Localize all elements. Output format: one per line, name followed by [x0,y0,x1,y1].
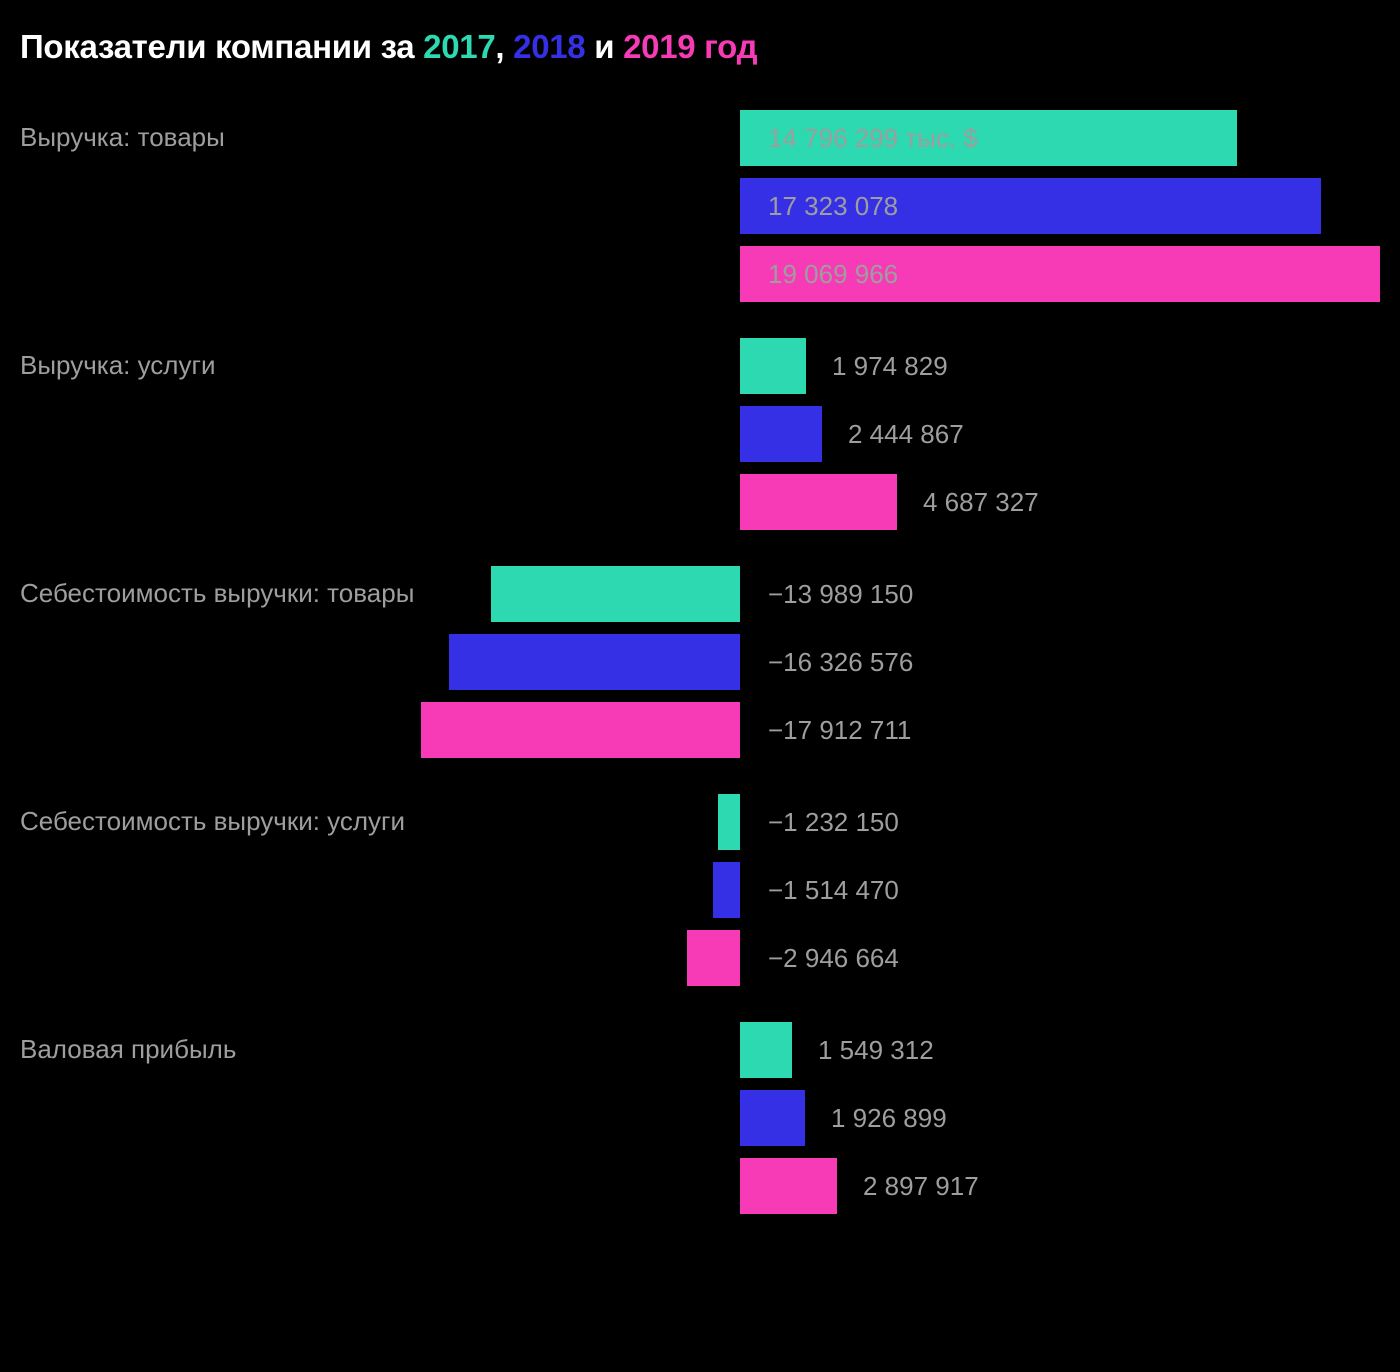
value-label: 2 897 917 [863,1171,979,1202]
right-zone: 2 444 867 [740,406,1380,462]
left-zone [20,862,740,918]
bar-chart: Выручка: товары14 796 299 тыс. $17 323 0… [20,110,1380,1214]
title-sep2: и [585,28,623,65]
right-zone: 1 974 829 [740,338,1380,394]
left-zone [20,110,740,166]
title-sep1: , [495,28,513,65]
right-zone: 1 549 312 [740,1022,1380,1078]
bar-row: 1 549 312 [20,1022,1380,1078]
right-zone: 17 323 078 [740,178,1380,234]
value-label: 17 323 078 [768,191,898,222]
metric-group: Себестоимость выручки: услуги−1 232 150−… [20,794,1380,986]
bar-row: 19 069 966 [20,246,1380,302]
bar-2018 [740,406,822,462]
right-zone: −1 514 470 [740,862,1380,918]
left-zone [20,338,740,394]
right-zone: −1 232 150 [740,794,1380,850]
bars-wrap: 14 796 299 тыс. $ 17 323 078 19 069 966 [20,110,1380,302]
value-label: 1 926 899 [831,1103,947,1134]
bar-row: 1 926 899 [20,1090,1380,1146]
right-zone: 19 069 966 [740,246,1380,302]
title-year-2018: 2018 [513,28,585,65]
bars-wrap: 1 974 829 2 444 867 4 687 327 [20,338,1380,530]
bar-2019 [421,702,740,758]
left-zone [20,794,740,850]
bar-row: −1 514 470 [20,862,1380,918]
bar-2017 [491,566,740,622]
bar-2017 [718,794,740,850]
left-zone [20,474,740,530]
bar-2017 [740,338,806,394]
value-label: −2 946 664 [768,943,899,974]
left-zone [20,406,740,462]
value-label: −17 912 711 [768,715,911,746]
bar-row: 1 974 829 [20,338,1380,394]
metric-group: Выручка: услуги1 974 8292 444 8674 687 3… [20,338,1380,530]
value-label: 2 444 867 [848,419,964,450]
bars-wrap: −13 989 150 −16 326 576 −17 912 711 [20,566,1380,758]
left-zone [20,634,740,690]
bar-2019 [687,930,740,986]
title-za: за [381,28,424,65]
value-label: −1 514 470 [768,875,899,906]
value-label: 1 549 312 [818,1035,934,1066]
chart-container: Показатели компании за 2017, 2018 и 2019… [0,0,1400,1270]
left-zone [20,1158,740,1214]
value-label: −13 989 150 [768,579,913,610]
bar-2018 [740,1090,805,1146]
bars-wrap: −1 232 150 −1 514 470 −2 946 664 [20,794,1380,986]
left-zone [20,702,740,758]
left-zone [20,246,740,302]
bar-2018 [713,862,740,918]
title-prefix: Показатели компании [20,28,381,65]
right-zone: −16 326 576 [740,634,1380,690]
value-label: −1 232 150 [768,807,899,838]
bar-row: 2 444 867 [20,406,1380,462]
right-zone: 4 687 327 [740,474,1380,530]
bar-row: −17 912 711 [20,702,1380,758]
chart-title: Показатели компании за 2017, 2018 и 2019… [20,28,1380,66]
bar-row: −2 946 664 [20,930,1380,986]
title-year-2017: 2017 [423,28,495,65]
bar-row: −13 989 150 [20,566,1380,622]
metric-group: Выручка: товары14 796 299 тыс. $17 323 0… [20,110,1380,302]
right-zone: −13 989 150 [740,566,1380,622]
bar-row: 2 897 917 [20,1158,1380,1214]
right-zone: 2 897 917 [740,1158,1380,1214]
bar-row: −1 232 150 [20,794,1380,850]
bar-row: 17 323 078 [20,178,1380,234]
value-label: 19 069 966 [768,259,898,290]
bar-row: 14 796 299 тыс. $ [20,110,1380,166]
right-zone: 14 796 299 тыс. $ [740,110,1380,166]
value-label: 14 796 299 тыс. $ [768,123,978,154]
bar-2017: 14 796 299 тыс. $ [740,110,1237,166]
value-label: −16 326 576 [768,647,913,678]
right-zone: 1 926 899 [740,1090,1380,1146]
right-zone: −17 912 711 [740,702,1380,758]
bar-row: 4 687 327 [20,474,1380,530]
bars-wrap: 1 549 312 1 926 899 2 897 917 [20,1022,1380,1214]
right-zone: −2 946 664 [740,930,1380,986]
bar-2019: 19 069 966 [740,246,1380,302]
title-year-2019: 2019 год [623,28,757,65]
metric-group: Валовая прибыль1 549 3121 926 8992 897 9… [20,1022,1380,1214]
bar-2019 [740,474,897,530]
bar-2019 [740,1158,837,1214]
value-label: 1 974 829 [832,351,948,382]
bar-2018: 17 323 078 [740,178,1321,234]
bar-2017 [740,1022,792,1078]
left-zone [20,178,740,234]
left-zone [20,1022,740,1078]
left-zone [20,930,740,986]
value-label: 4 687 327 [923,487,1039,518]
bar-2018 [449,634,740,690]
left-zone [20,566,740,622]
metric-group: Себестоимость выручки: товары−13 989 150… [20,566,1380,758]
bar-row: −16 326 576 [20,634,1380,690]
left-zone [20,1090,740,1146]
